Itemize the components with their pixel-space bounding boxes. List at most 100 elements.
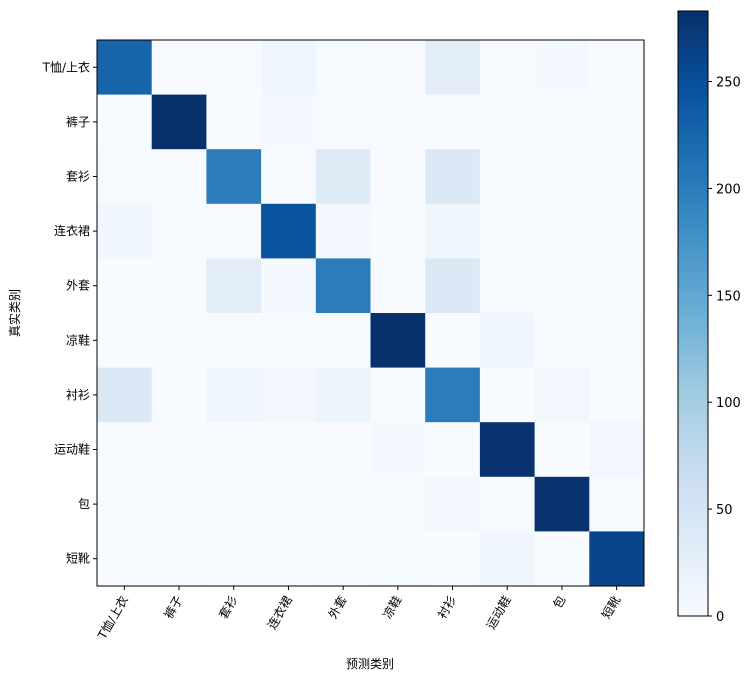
heatmap-cell bbox=[151, 476, 207, 532]
x-axis-ticks: T恤/上衣 裤子 套衫 连衣裙 外套 凉鞋 衬衫 运动鞋 包 短靴 bbox=[94, 586, 623, 642]
heatmap-cell bbox=[370, 94, 426, 150]
x-tick-label: 衬衫 bbox=[435, 594, 459, 622]
heatmap-cell bbox=[425, 367, 481, 423]
y-tick-label: 裤子 bbox=[66, 115, 90, 129]
heatmap-cell bbox=[479, 40, 536, 96]
heatmap-cell bbox=[151, 40, 207, 96]
heatmap-cell bbox=[534, 531, 590, 587]
heatmap-cell bbox=[97, 367, 153, 423]
heatmap-cell bbox=[370, 367, 426, 423]
x-tick-label: 短靴 bbox=[599, 594, 623, 622]
heatmap-cell bbox=[97, 149, 153, 205]
heatmap-cell bbox=[206, 367, 262, 423]
heatmap-cell bbox=[370, 313, 426, 369]
colorbar-tick-label: 150 bbox=[716, 289, 741, 304]
heatmap-cell bbox=[425, 258, 481, 314]
x-tick-label: 裤子 bbox=[162, 594, 186, 622]
heatmap-cell bbox=[151, 203, 207, 259]
heatmap-cell bbox=[479, 203, 536, 259]
heatmap-cell bbox=[206, 203, 262, 259]
heatmap-cell bbox=[261, 313, 317, 369]
heatmap-cell bbox=[315, 476, 371, 532]
heatmap-cell bbox=[479, 531, 536, 587]
heatmap-cell bbox=[97, 203, 153, 259]
heatmap-cell bbox=[151, 149, 207, 205]
heatmap-cell bbox=[534, 313, 590, 369]
heatmap-cell bbox=[370, 531, 426, 587]
heatmap-cell bbox=[151, 94, 207, 150]
heatmap-cell bbox=[370, 203, 426, 259]
heatmap-cell bbox=[425, 149, 481, 205]
heatmap-cell bbox=[589, 476, 645, 532]
heatmap-cell bbox=[370, 476, 426, 532]
heatmap-cell bbox=[261, 94, 317, 150]
heatmap-cell bbox=[534, 476, 590, 532]
heatmap-cell bbox=[425, 313, 481, 369]
y-tick-label: 连衣裙 bbox=[54, 223, 90, 238]
heatmap-cell bbox=[151, 367, 207, 423]
heatmap-cell bbox=[151, 313, 207, 369]
heatmap-cell bbox=[479, 258, 536, 314]
heatmap-cell bbox=[370, 258, 426, 314]
heatmap-cell bbox=[479, 367, 536, 423]
heatmap-cell bbox=[315, 94, 371, 150]
heatmap-cell bbox=[534, 40, 590, 96]
heatmap-cell bbox=[479, 422, 536, 478]
heatmap-cell bbox=[97, 531, 153, 587]
heatmap-cell bbox=[425, 94, 481, 150]
heatmap-cell bbox=[315, 313, 371, 369]
y-axis-label: 真实类别 bbox=[7, 289, 22, 337]
heatmap-cell bbox=[534, 203, 590, 259]
heatmap-cell bbox=[425, 422, 481, 478]
heatmap-cell bbox=[425, 531, 481, 587]
heatmap-cell bbox=[425, 476, 481, 532]
y-tick-label: 运动鞋 bbox=[54, 442, 90, 457]
heatmap-cell bbox=[206, 258, 262, 314]
heatmap-cell bbox=[315, 149, 371, 205]
heatmap-cell bbox=[315, 40, 371, 96]
heatmap-cell bbox=[589, 313, 645, 369]
heatmap-cell bbox=[206, 476, 262, 532]
heatmap-cell bbox=[589, 203, 645, 259]
heatmap-cell bbox=[261, 531, 317, 587]
heatmap-cell bbox=[97, 258, 153, 314]
heatmap-cell bbox=[534, 258, 590, 314]
y-tick-label: 包 bbox=[78, 497, 90, 511]
heatmap-cell bbox=[151, 531, 207, 587]
heatmap-cell bbox=[97, 94, 153, 150]
heatmap-cell bbox=[261, 203, 317, 259]
colorbar-tick-label: 0 bbox=[716, 610, 724, 625]
heatmap-cell bbox=[370, 40, 426, 96]
y-tick-label: 短靴 bbox=[66, 552, 90, 566]
heatmap-cell bbox=[97, 476, 153, 532]
heatmap-cell bbox=[534, 422, 590, 478]
colorbar-ticks: 0 50 100 150 200 250 bbox=[708, 76, 741, 625]
x-tick-label: 套衫 bbox=[216, 594, 240, 622]
heatmap-cell bbox=[261, 40, 317, 96]
heatmap-cell bbox=[589, 422, 645, 478]
x-tick-label: 连衣裙 bbox=[264, 593, 295, 632]
heatmap-cell bbox=[315, 422, 371, 478]
x-tick-label: 包 bbox=[550, 594, 568, 611]
y-tick-label: 外套 bbox=[66, 279, 90, 293]
heatmap-cell bbox=[315, 367, 371, 423]
heatmap-cell bbox=[589, 94, 645, 150]
heatmap-cell bbox=[97, 422, 153, 478]
heatmap-cell bbox=[534, 149, 590, 205]
x-tick-label: T恤/上衣 bbox=[94, 593, 131, 642]
heatmap-cell bbox=[206, 531, 262, 587]
plot-frame bbox=[96, 39, 645, 587]
heatmap-cell bbox=[97, 313, 153, 369]
heatmap-cell bbox=[589, 40, 645, 96]
heatmap-cells bbox=[97, 40, 645, 587]
heatmap-cell bbox=[261, 422, 317, 478]
heatmap-cell bbox=[425, 40, 481, 96]
heatmap-cell bbox=[370, 422, 426, 478]
heatmap-cell bbox=[589, 367, 645, 423]
y-tick-label: T恤/上衣 bbox=[42, 59, 90, 74]
heatmap-cell bbox=[261, 149, 317, 205]
heatmap-cell bbox=[97, 40, 153, 96]
heatmap-cell bbox=[589, 531, 645, 587]
